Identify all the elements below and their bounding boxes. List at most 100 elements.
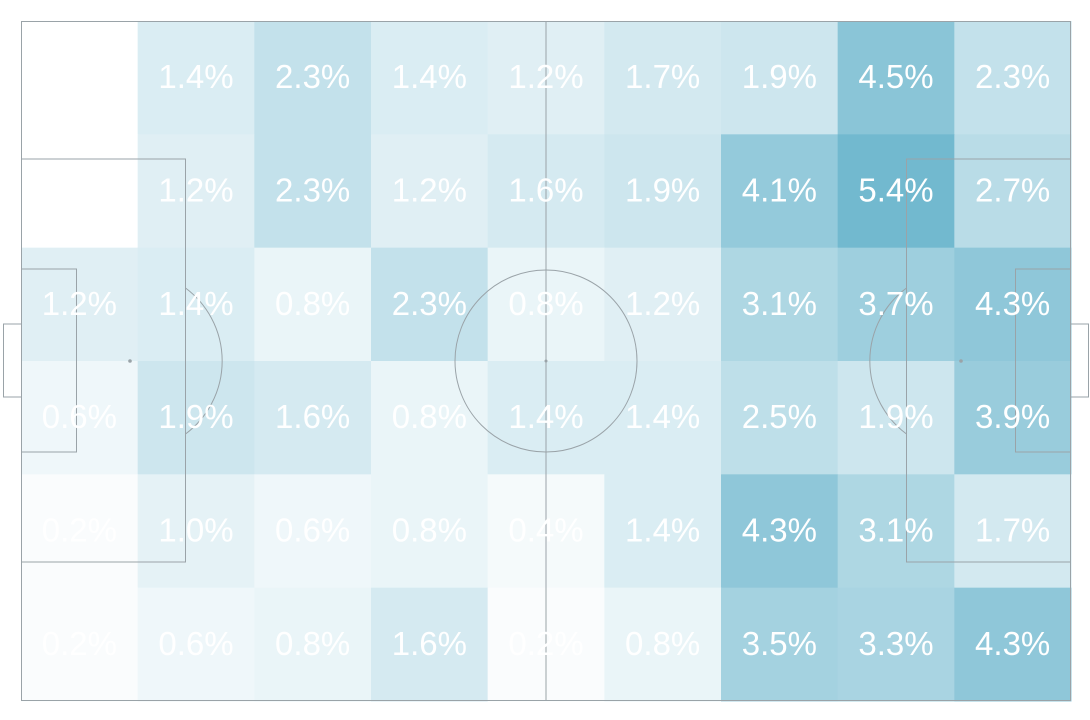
- heatmap-cell: [21, 134, 139, 249]
- heatmap-cell-label: 1.4%: [625, 512, 700, 549]
- heatmap-cell-label: 1.7%: [975, 512, 1050, 549]
- heatmap-cell: [21, 587, 139, 702]
- pitch-markings: [3, 21, 1089, 701]
- heatmap-cell: [604, 134, 722, 249]
- heatmap-cell-label: 4.3%: [975, 285, 1050, 322]
- heatmap-cell-label: 2.3%: [975, 58, 1050, 95]
- heatmap-cell-label: 0.6%: [158, 625, 233, 662]
- heatmap-cell-label: 4.3%: [975, 625, 1050, 662]
- heatmap-cell: [837, 474, 955, 589]
- heatmap-labels: 1.4% 2.3% 1.4% 1.2% 1.7% 1.9% 4.5% 2.3% 1.2% 2.3%…: [42, 58, 1051, 662]
- left-penalty-arc: [185, 287, 223, 435]
- heatmap-cell-label: 4.3%: [742, 512, 817, 549]
- heatmap-cell-label: 0.8%: [625, 625, 700, 662]
- heatmap-cell: [721, 474, 839, 589]
- heatmap-cell-label: 2.3%: [392, 285, 467, 322]
- heatmap-cell-label: 1.6%: [508, 172, 583, 209]
- heatmap-cell-label: 0.8%: [275, 625, 350, 662]
- heatmap-cell: [371, 247, 489, 362]
- heatmap-cell-label: 0.2%: [508, 625, 583, 662]
- heatmap-cell: [371, 134, 489, 249]
- heatmap-cell-label: 1.4%: [158, 58, 233, 95]
- heatmap-cell-label: 1.2%: [42, 285, 117, 322]
- heatmap-cell-label: 1.2%: [625, 285, 700, 322]
- heatmap-cell-label: 1.7%: [625, 58, 700, 95]
- heatmap-cell: [604, 21, 722, 135]
- heatmap-cell-label: 1.4%: [392, 58, 467, 95]
- centre-circle: [454, 269, 638, 453]
- heatmap-cell-label: 3.3%: [858, 625, 933, 662]
- heatmap-cell: [254, 21, 372, 135]
- heatmap-cell: [721, 247, 839, 362]
- heatmap-cell-label: 1.2%: [508, 58, 583, 95]
- heatmap-cell: [954, 247, 1072, 362]
- heatmap-cell: [254, 247, 372, 362]
- heatmap-cell: [837, 247, 955, 362]
- heatmap-cell-label: 1.9%: [742, 58, 817, 95]
- heatmap-cell: [954, 361, 1072, 475]
- heatmap-cell-label: 4.5%: [858, 58, 933, 95]
- heatmap-cell-label: 1.4%: [508, 398, 583, 435]
- heatmap-cell: [721, 134, 839, 249]
- heatmap-cell: [837, 134, 955, 249]
- heatmap-cell: [137, 247, 255, 362]
- heatmap-cell: [137, 21, 255, 135]
- heatmap-cell: [604, 361, 722, 475]
- heatmap-cell-label: 1.6%: [275, 398, 350, 435]
- heatmap-cell-label: 3.1%: [858, 512, 933, 549]
- heatmap-cell-label: 2.7%: [975, 172, 1050, 209]
- heatmap-cell-label: 3.5%: [742, 625, 817, 662]
- left-penalty-spot: [128, 359, 132, 363]
- heatmap-cell: [371, 21, 489, 135]
- heatmap-cell: [137, 587, 255, 702]
- heatmap-cell: [21, 247, 139, 362]
- heatmap-cell-label: 0.4%: [508, 512, 583, 549]
- heatmap-cell-label: 1.9%: [158, 398, 233, 435]
- heatmap-cell-label: 3.1%: [742, 285, 817, 322]
- heatmap-cell: [954, 587, 1072, 702]
- heatmap-cell: [137, 134, 255, 249]
- heatmap-cell: [604, 247, 722, 362]
- heatmap-cell-label: 1.0%: [158, 512, 233, 549]
- heatmap-cell-label: 1.4%: [158, 285, 233, 322]
- heatmap-cell: [954, 21, 1072, 135]
- heatmap-cell: [604, 474, 722, 589]
- centre-spot: [544, 359, 548, 363]
- heatmap-cell: [254, 134, 372, 249]
- heatmap-cell: [137, 361, 255, 475]
- heatmap-cell-label: 3.9%: [975, 398, 1050, 435]
- heatmap-cell-label: 0.8%: [392, 512, 467, 549]
- heatmap-cell-label: 1.2%: [392, 172, 467, 209]
- heatmap-cell-label: 0.8%: [275, 285, 350, 322]
- heatmap-cell: [371, 361, 489, 475]
- right-penalty-spot: [959, 359, 963, 363]
- heatmap-cell: [721, 587, 839, 702]
- heatmap-cell: [837, 587, 955, 702]
- heatmap-cell-label: 0.6%: [275, 512, 350, 549]
- heatmap-cell-label: 2.3%: [275, 172, 350, 209]
- left-goal: [3, 323, 22, 398]
- heatmap-cell: [21, 474, 139, 589]
- heatmap-cell: [721, 361, 839, 475]
- heatmap-cell: [254, 361, 372, 475]
- heatmap-cell-label: 5.4%: [858, 172, 933, 209]
- heatmap-cell: [837, 361, 955, 475]
- heatmap-cell: [137, 474, 255, 589]
- heatmap-cell: [254, 474, 372, 589]
- heatmap-cell-label: 0.8%: [392, 398, 467, 435]
- heatmap-cell-label: 2.3%: [275, 58, 350, 95]
- right-goal: [1070, 323, 1089, 398]
- heatmap-cell-label: 0.8%: [508, 285, 583, 322]
- heatmap-cell: [254, 587, 372, 702]
- heatmap-cell: [954, 134, 1072, 249]
- heatmap-cell: [837, 21, 955, 135]
- heatmap-cell: [954, 474, 1072, 589]
- heatmap-cell-label: 1.2%: [158, 172, 233, 209]
- heatmap-cell: [21, 21, 139, 135]
- heatmap-cell-label: 1.9%: [858, 398, 933, 435]
- heatmap-cell-label: 0.6%: [42, 398, 117, 435]
- heatmap-cell-label: 3.7%: [858, 285, 933, 322]
- heatmap-cell-label: 4.1%: [742, 172, 817, 209]
- heatmap-cell: [371, 474, 489, 589]
- heatmap-cell-label: 2.5%: [742, 398, 817, 435]
